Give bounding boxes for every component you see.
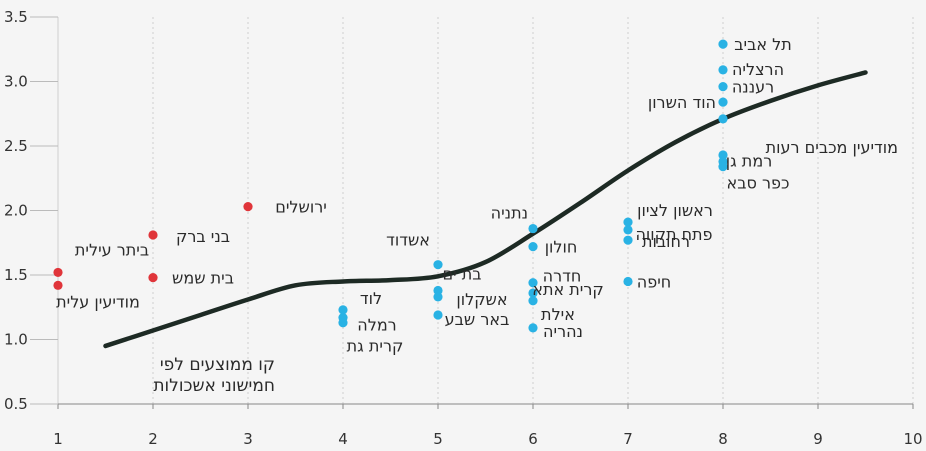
point-label: אילת: [541, 305, 575, 324]
data-point: [718, 82, 728, 92]
trend-label-line: קו ממוצעים לפי: [160, 355, 275, 375]
point-label: נתניה: [491, 204, 528, 223]
x-tick-label: 2: [148, 430, 158, 448]
trend-curve: [103, 70, 868, 349]
data-point: [433, 260, 443, 270]
point-label: ירושלים: [275, 198, 327, 217]
data-point: [338, 305, 348, 315]
data-point: [148, 230, 158, 240]
y-tick-label: 1.5: [4, 266, 28, 284]
point-label: רעננה: [732, 78, 774, 97]
trend-label-line: חמישוני אשכולות: [153, 376, 275, 396]
point-label: אשקלון: [456, 290, 507, 309]
data-point: [53, 267, 63, 278]
point-labels: ביתר עילית מודיעין עלית בני ברק בית שמש ירוש…: [56, 35, 898, 356]
axes: [30, 16, 914, 409]
point-label: קרית אתא: [532, 280, 603, 299]
data-point: [528, 323, 538, 333]
point-label: חיפה: [637, 272, 671, 291]
y-tick-label: 2.0: [4, 202, 28, 220]
point-label: רמת גן: [726, 151, 772, 170]
x-tick-label: 6: [528, 430, 538, 448]
data-point: [718, 97, 728, 107]
y-tick-label: 3.5: [4, 8, 28, 26]
data-point: [718, 114, 728, 124]
data-point: [148, 272, 158, 283]
x-tick-label: 5: [433, 430, 443, 448]
data-point: [623, 225, 633, 235]
data-point: [528, 288, 538, 298]
data-point: [718, 39, 728, 49]
point-label: חולון: [545, 238, 578, 257]
grid-lines: [57, 17, 914, 404]
point-label: רחובות: [642, 232, 690, 251]
point-label: בני ברק: [176, 227, 230, 246]
data-point: [433, 285, 443, 296]
point-label: ביתר עילית: [75, 240, 149, 259]
data-point: [53, 280, 63, 290]
data-point: [718, 162, 728, 172]
x-tick-label: 9: [813, 430, 823, 448]
y-tick-label: 1.0: [4, 331, 28, 349]
trend-line: [103, 70, 868, 349]
point-label: כפר סבא: [727, 174, 790, 193]
tick-labels: 1 2 3 4 5 6 7 8 9 10 0.5 1.0 1.5 2.0 2.5 3.0 3.5: [4, 8, 923, 448]
point-label: לוד: [360, 289, 382, 308]
point-label: פתח תקווה: [635, 225, 712, 244]
point-label: אשדוד: [386, 231, 430, 250]
x-tick-label: 7: [623, 430, 633, 448]
point-label: מודיעין עלית: [56, 292, 140, 311]
x-tick-label: 4: [338, 430, 348, 448]
data-point: [338, 318, 348, 328]
data-point: [718, 150, 728, 160]
point-label: קרית גת: [347, 337, 404, 356]
data-point: [528, 242, 538, 252]
y-tick-label: 2.5: [4, 137, 28, 155]
point-label: תל אביב: [734, 35, 791, 54]
data-point: [528, 296, 538, 306]
y-tick-label: 0.5: [4, 395, 28, 413]
x-tick-label: 10: [903, 430, 922, 448]
x-tick-label: 1: [53, 430, 63, 448]
x-tick-label: 8: [718, 430, 728, 448]
data-point: [623, 235, 633, 245]
x-tick-label: 3: [243, 430, 253, 448]
data-point: [528, 278, 538, 288]
data-point: [528, 223, 538, 234]
point-label: נהריה: [543, 322, 583, 341]
data-point: [433, 310, 443, 320]
data-points: [53, 39, 728, 333]
point-label: חדרה: [543, 267, 582, 286]
trend-line-label: קו ממוצעים לפי חמישוני אשכולות: [153, 355, 275, 396]
data-point: [623, 217, 633, 227]
point-label: הרצליה: [732, 60, 784, 79]
data-point: [243, 202, 253, 212]
point-label: בת ים: [442, 264, 481, 283]
point-label: רמלה: [357, 316, 396, 335]
point-label: ראשון לציון: [637, 201, 713, 220]
point-label: באר שבע: [445, 310, 510, 329]
point-label: בית שמש: [172, 269, 234, 288]
y-tick-label: 3.0: [4, 73, 28, 91]
data-point: [718, 65, 728, 75]
point-label: מודיעין מכבים רעות: [766, 138, 898, 157]
data-point: [623, 276, 633, 287]
data-point: [433, 292, 443, 302]
point-label: הוד השרון: [648, 93, 716, 112]
